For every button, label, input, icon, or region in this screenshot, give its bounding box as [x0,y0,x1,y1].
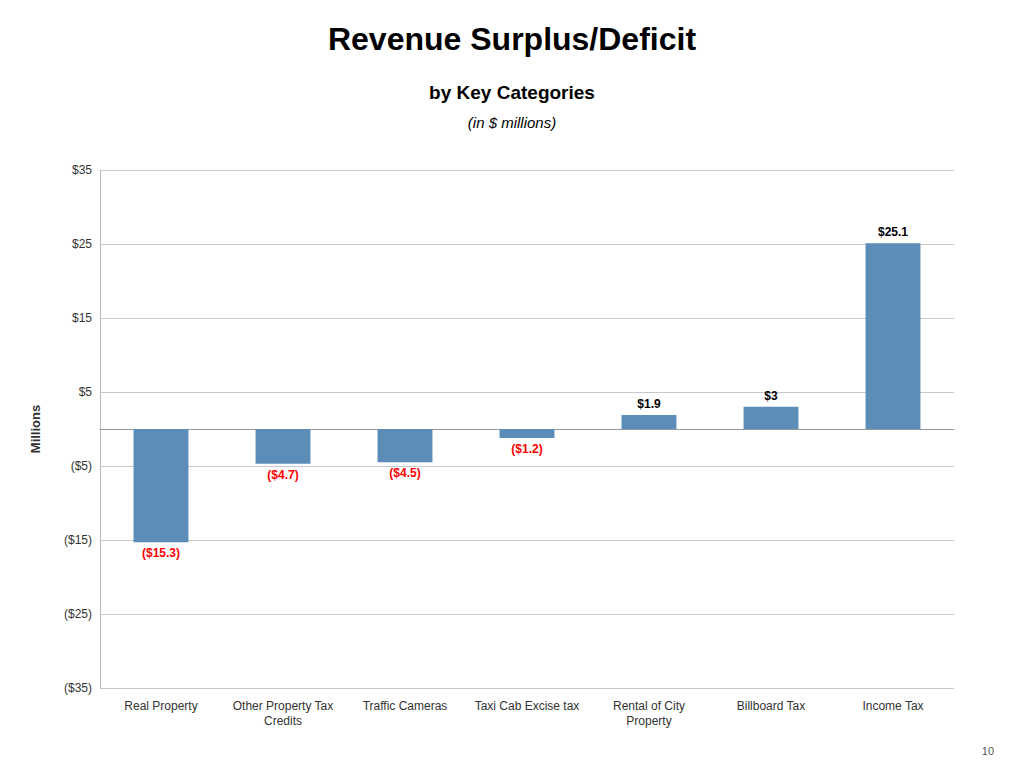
svg-text:$5: $5 [79,385,93,399]
svg-text:Revenue Surplus/Deficit: Revenue Surplus/Deficit [328,21,696,57]
svg-text:($15): ($15) [64,533,92,547]
svg-text:$1.9: $1.9 [637,397,661,411]
svg-text:$25.1: $25.1 [878,225,908,239]
svg-text:($5): ($5) [71,459,92,473]
svg-text:Income Tax: Income Tax [862,699,923,713]
svg-text:($1.2): ($1.2) [511,442,542,456]
svg-text:Rental of City: Rental of City [613,699,685,713]
svg-text:Credits: Credits [264,714,302,728]
svg-text:Property: Property [626,714,671,728]
svg-text:($25): ($25) [64,607,92,621]
svg-text:Traffic Cameras: Traffic Cameras [363,699,448,713]
svg-text:$3: $3 [764,389,778,403]
svg-text:(in $ millions): (in $ millions) [468,114,556,131]
svg-text:($35): ($35) [64,681,92,695]
svg-text:$25: $25 [72,237,92,251]
svg-text:($4.7): ($4.7) [267,468,298,482]
svg-text:$35: $35 [72,163,92,177]
svg-text:Other Property Tax: Other Property Tax [233,699,334,713]
svg-text:by Key Categories: by Key Categories [429,82,595,103]
svg-text:($15.3): ($15.3) [142,546,180,560]
svg-text:10: 10 [982,745,994,757]
svg-text:($4.5): ($4.5) [389,466,420,480]
svg-text:Billboard Tax: Billboard Tax [737,699,805,713]
svg-text:$15: $15 [72,311,92,325]
svg-text:Millions: Millions [28,405,43,453]
svg-text:Real Property: Real Property [124,699,197,713]
svg-text:Taxi Cab Excise tax: Taxi Cab Excise tax [475,699,580,713]
